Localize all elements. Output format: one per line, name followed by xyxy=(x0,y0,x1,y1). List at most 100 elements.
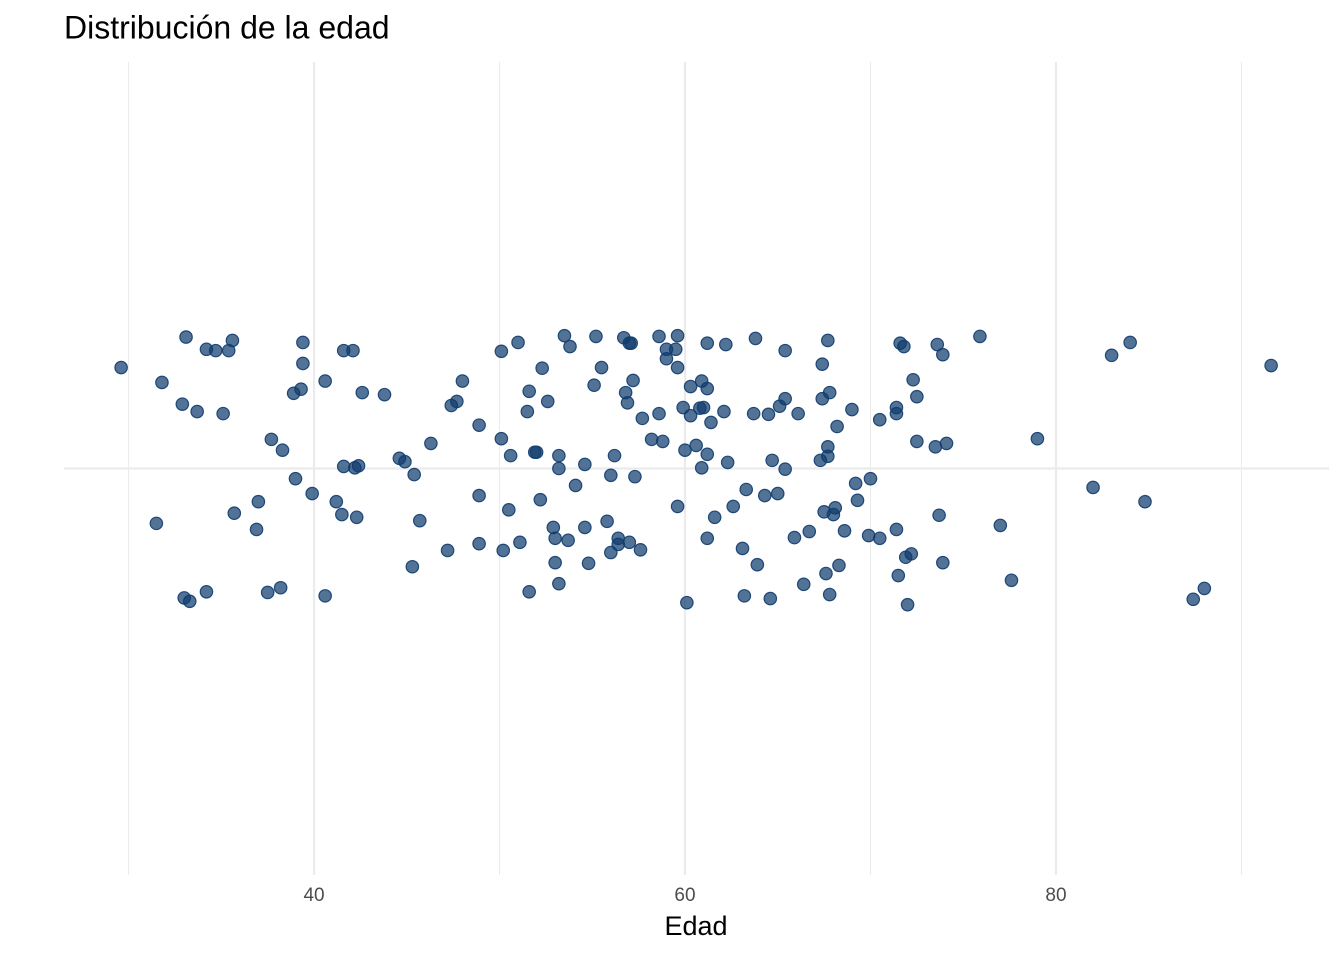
point xyxy=(440,543,455,558)
point xyxy=(910,389,924,404)
point xyxy=(828,500,843,515)
point xyxy=(668,342,683,357)
point xyxy=(678,443,692,458)
point xyxy=(329,494,344,509)
point xyxy=(377,387,392,402)
point xyxy=(199,585,214,599)
point xyxy=(821,449,835,464)
point xyxy=(501,503,516,517)
point xyxy=(622,535,637,550)
point xyxy=(548,555,562,570)
point xyxy=(1104,348,1119,363)
point xyxy=(114,360,128,375)
point xyxy=(689,438,703,453)
point xyxy=(346,343,360,358)
point xyxy=(503,448,518,463)
x-tick-label: 60 xyxy=(674,885,695,906)
point xyxy=(822,385,837,400)
point xyxy=(405,559,420,574)
point xyxy=(190,404,204,419)
point xyxy=(845,402,859,417)
point xyxy=(594,360,609,375)
x-axis-label: Edad xyxy=(664,911,727,941)
point xyxy=(872,531,887,546)
point xyxy=(552,448,566,463)
point xyxy=(700,336,715,350)
point xyxy=(652,406,666,421)
point xyxy=(717,404,731,419)
point xyxy=(796,577,811,592)
point xyxy=(659,351,674,366)
point xyxy=(633,542,648,557)
x-tick-label: 40 xyxy=(303,885,324,906)
point xyxy=(225,333,240,348)
point xyxy=(264,432,279,447)
point xyxy=(704,415,718,430)
point xyxy=(296,335,310,350)
point xyxy=(620,395,635,410)
point xyxy=(1197,581,1212,596)
point xyxy=(578,457,592,472)
point xyxy=(522,585,536,599)
point xyxy=(700,531,715,546)
point xyxy=(735,541,750,556)
point xyxy=(872,412,887,427)
point xyxy=(778,343,792,358)
point xyxy=(652,329,666,344)
point xyxy=(455,374,470,388)
point xyxy=(802,524,817,539)
point xyxy=(535,361,549,376)
point xyxy=(318,374,332,388)
point xyxy=(655,434,670,449)
point xyxy=(351,458,366,473)
point xyxy=(407,467,421,482)
point xyxy=(1030,431,1045,446)
point xyxy=(1264,358,1278,373)
point xyxy=(936,347,950,362)
point xyxy=(227,506,242,521)
point xyxy=(700,381,715,396)
point xyxy=(850,493,865,508)
point xyxy=(936,555,950,570)
point xyxy=(581,556,596,571)
point xyxy=(557,328,572,343)
point xyxy=(522,384,536,399)
point xyxy=(286,386,301,401)
x-tick-label: 80 xyxy=(1045,885,1066,906)
point xyxy=(1086,480,1100,495)
point xyxy=(765,453,779,468)
point xyxy=(540,394,555,409)
point xyxy=(778,391,792,406)
point xyxy=(182,594,197,609)
point xyxy=(589,329,603,344)
point xyxy=(750,557,765,572)
point xyxy=(889,522,904,537)
point xyxy=(494,431,509,446)
point xyxy=(155,375,169,390)
point xyxy=(251,494,266,509)
point xyxy=(600,514,614,529)
point xyxy=(900,597,915,612)
point xyxy=(683,379,698,394)
point xyxy=(700,447,715,462)
point xyxy=(720,455,735,470)
point xyxy=(993,518,1008,533)
point xyxy=(719,337,733,352)
point xyxy=(424,436,438,451)
point xyxy=(249,522,264,537)
point xyxy=(626,373,640,388)
point xyxy=(897,339,911,354)
point xyxy=(533,492,548,507)
point xyxy=(791,406,805,421)
point xyxy=(472,488,486,503)
point xyxy=(748,331,763,346)
point xyxy=(607,448,622,463)
point xyxy=(624,336,639,350)
point xyxy=(670,360,685,375)
point xyxy=(863,471,878,486)
point xyxy=(548,531,562,546)
point xyxy=(273,580,288,595)
point xyxy=(552,461,566,476)
point xyxy=(587,378,601,392)
